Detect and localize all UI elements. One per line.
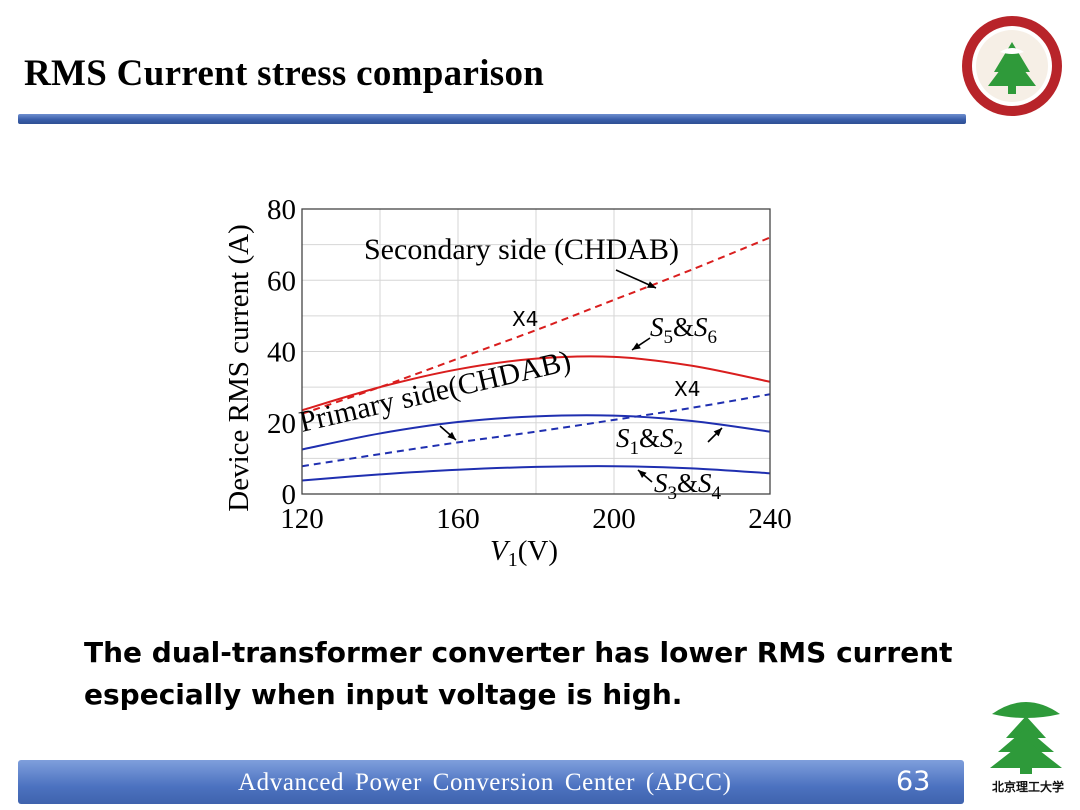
- x-axis-label: V1(V): [490, 535, 558, 571]
- footer-text: Advanced Power Conversion Center (APCC): [238, 769, 732, 796]
- x-tick-label: 120: [280, 503, 324, 535]
- annotation-arrow-head: [713, 428, 722, 437]
- chart-grid: [302, 209, 770, 494]
- x-tick-label: 200: [592, 503, 636, 535]
- annotation-arrow-head: [447, 431, 456, 440]
- annotation-x4-primary: X4: [674, 377, 700, 401]
- x-tick-label: 160: [436, 503, 480, 535]
- annotation-arrow-head: [638, 470, 647, 479]
- conclusion-text: The dual-transformer converter has lower…: [84, 632, 984, 716]
- annotation-s5-s6: S5&S6: [650, 312, 717, 348]
- title-divider: [18, 114, 966, 124]
- series-line-s5-s6: [301, 355, 771, 412]
- series-line-primary-side-chdab: [301, 393, 771, 468]
- y-tick-label: 60: [267, 265, 296, 297]
- y-tick-label: 20: [267, 408, 296, 440]
- university-logo-icon: [990, 702, 1062, 774]
- page-number: 63: [896, 766, 931, 797]
- chart-ticks: 120 160 200 240 0 20 40 60 80: [267, 194, 792, 535]
- x-tick-label: 240: [748, 503, 792, 535]
- annotation-arrow-head: [632, 342, 641, 350]
- annotation-x4-secondary: X4: [512, 307, 538, 331]
- university-seal-icon: [962, 16, 1062, 116]
- series-line-s3-s4: [301, 465, 771, 482]
- conclusion-line: The dual-transformer converter has lower…: [84, 636, 953, 669]
- logo-caption: 北京理工大学: [991, 780, 1064, 794]
- annotation-s3-s4: S3&S4: [654, 468, 722, 504]
- conclusion-line: especially when input voltage is high.: [84, 678, 683, 711]
- y-tick-label: 0: [282, 479, 297, 511]
- plot-frame: [301, 208, 771, 495]
- chart-series: [301, 236, 771, 482]
- annotation-s1-s2: S1&S2: [616, 423, 683, 459]
- chart-frame: [301, 208, 771, 495]
- y-tick-label: 80: [267, 194, 296, 226]
- annotation-secondary-side: Secondary side (CHDAB): [364, 233, 679, 266]
- series-line-s1-s2: [301, 414, 771, 451]
- y-tick-label: 40: [267, 337, 296, 369]
- annotation-arrow-head: [647, 281, 656, 288]
- y-axis-label: Device RMS current (A): [223, 224, 255, 512]
- slide-title: RMS Current stress comparison: [24, 53, 545, 94]
- footer-bar: [18, 760, 964, 804]
